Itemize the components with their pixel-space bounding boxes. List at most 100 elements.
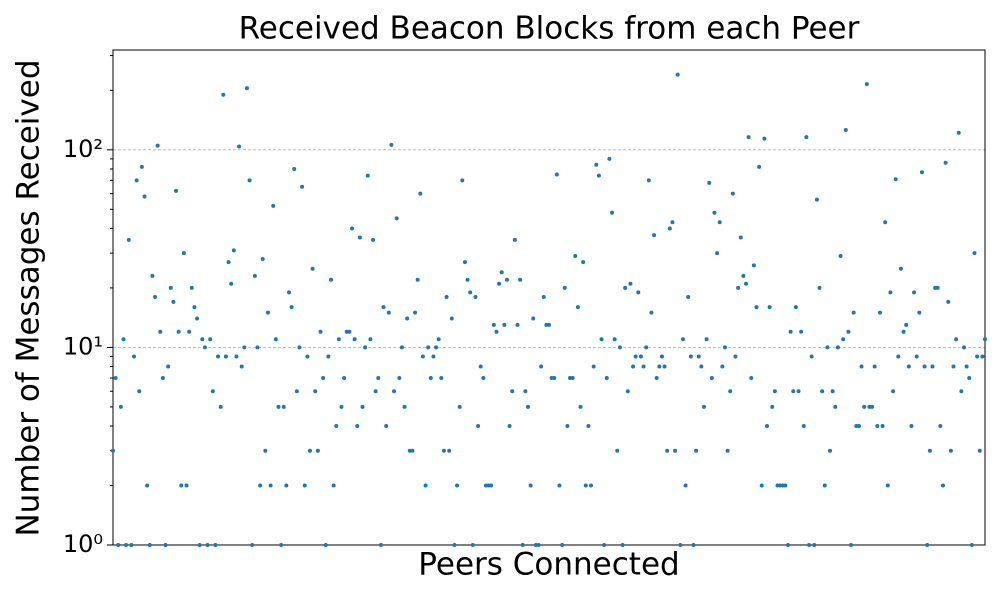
point — [583, 483, 588, 488]
point — [696, 354, 701, 359]
point — [830, 389, 835, 394]
point — [604, 376, 609, 381]
point — [229, 281, 234, 286]
point — [242, 345, 247, 350]
point — [205, 543, 210, 547]
point — [139, 164, 144, 169]
plot-frame — [112, 49, 986, 546]
point — [447, 448, 452, 453]
point — [428, 376, 433, 381]
point — [423, 483, 428, 488]
point — [964, 364, 969, 369]
point — [315, 448, 320, 453]
point — [504, 277, 509, 282]
point — [436, 337, 441, 342]
point — [757, 164, 762, 169]
point — [801, 424, 806, 429]
point — [835, 345, 840, 350]
point — [357, 235, 362, 240]
point — [914, 354, 919, 359]
point — [793, 305, 798, 310]
point — [363, 345, 368, 350]
point — [709, 376, 714, 381]
point — [208, 337, 213, 342]
point — [410, 448, 415, 453]
point — [591, 364, 596, 369]
point — [951, 364, 956, 369]
point — [150, 273, 155, 278]
point — [877, 310, 882, 315]
point — [441, 448, 446, 453]
point — [972, 251, 977, 256]
point — [783, 483, 788, 488]
point — [444, 294, 449, 299]
point — [289, 305, 294, 310]
point — [455, 483, 460, 488]
point — [828, 448, 833, 453]
point — [649, 310, 654, 315]
point — [717, 220, 722, 225]
point — [638, 354, 643, 359]
point — [389, 142, 394, 147]
point — [431, 354, 436, 359]
point — [323, 543, 328, 547]
point — [292, 166, 297, 171]
point — [673, 448, 678, 453]
point — [704, 337, 709, 342]
point — [552, 376, 557, 381]
point — [426, 345, 431, 350]
point — [497, 281, 502, 286]
point — [221, 92, 226, 97]
point — [680, 337, 685, 342]
point — [730, 191, 735, 196]
point — [515, 322, 520, 327]
point — [959, 389, 964, 394]
y-tick-label: 10⁰ — [63, 530, 103, 558]
point — [268, 483, 273, 488]
point — [759, 483, 764, 488]
point — [302, 483, 307, 488]
point — [326, 354, 331, 359]
point — [116, 543, 121, 547]
point — [864, 82, 869, 87]
point — [560, 543, 565, 547]
point — [688, 354, 693, 359]
point — [452, 543, 457, 547]
point — [788, 329, 793, 334]
point — [641, 364, 646, 369]
point — [602, 543, 607, 547]
point — [662, 364, 667, 369]
point — [378, 543, 383, 547]
point — [294, 389, 299, 394]
point — [260, 257, 265, 262]
point — [927, 448, 932, 453]
point — [825, 345, 830, 350]
point — [223, 354, 228, 359]
point — [465, 277, 470, 282]
point — [531, 316, 536, 321]
point — [386, 310, 391, 315]
point — [460, 178, 465, 183]
point — [352, 337, 357, 342]
point — [342, 376, 347, 381]
point — [751, 263, 756, 268]
point — [969, 543, 974, 547]
point — [179, 483, 184, 488]
point — [715, 251, 720, 256]
point — [849, 543, 854, 547]
point — [250, 543, 255, 547]
point — [397, 376, 402, 381]
point — [247, 178, 252, 183]
point — [376, 376, 381, 381]
point — [809, 354, 814, 359]
point — [284, 483, 289, 488]
point — [160, 376, 165, 381]
point — [956, 130, 961, 135]
point — [799, 329, 804, 334]
point — [415, 277, 420, 282]
point — [772, 389, 777, 394]
point — [468, 290, 473, 295]
point — [286, 290, 291, 295]
point — [276, 404, 281, 409]
point — [767, 305, 772, 310]
